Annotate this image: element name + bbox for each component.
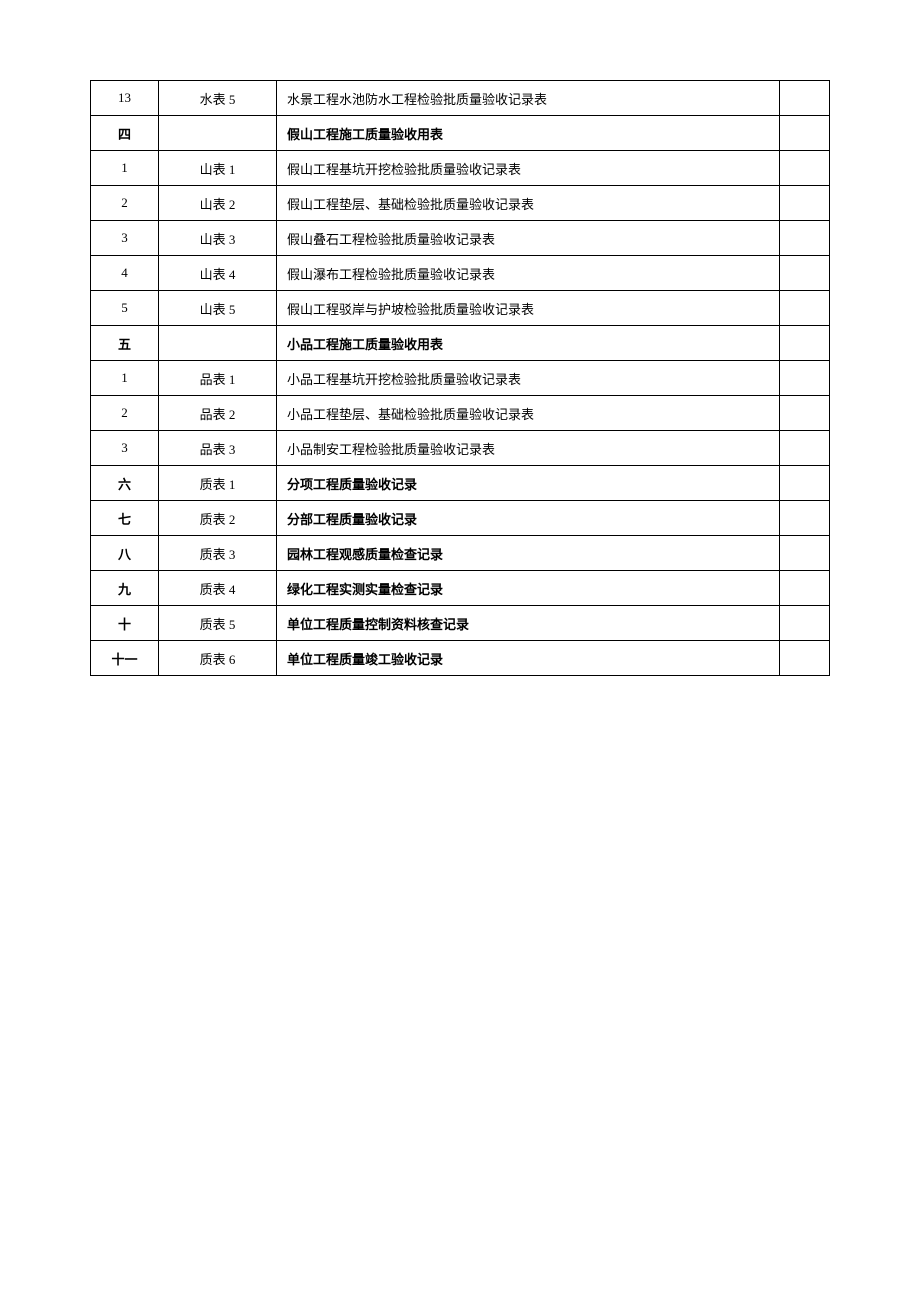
form-title: 园林工程观感质量检查记录 [277, 536, 780, 571]
form-code [159, 326, 277, 361]
form-title: 假山叠石工程检验批质量验收记录表 [277, 221, 780, 256]
form-title: 假山工程施工质量验收用表 [277, 116, 780, 151]
form-title: 绿化工程实测实量检查记录 [277, 571, 780, 606]
empty-cell [780, 501, 830, 536]
form-code: 质表 3 [159, 536, 277, 571]
table-row: 4山表 4假山瀑布工程检验批质量验收记录表 [91, 256, 830, 291]
table-row: 3品表 3小品制安工程检验批质量验收记录表 [91, 431, 830, 466]
table-row: 四 假山工程施工质量验收用表 [91, 116, 830, 151]
row-index: 3 [91, 431, 159, 466]
row-index: 五 [91, 326, 159, 361]
empty-cell [780, 466, 830, 501]
form-title: 小品工程垫层、基础检验批质量验收记录表 [277, 396, 780, 431]
empty-cell [780, 431, 830, 466]
row-index: 十一 [91, 641, 159, 676]
empty-cell [780, 151, 830, 186]
form-code: 质表 2 [159, 501, 277, 536]
table-row: 五 小品工程施工质量验收用表 [91, 326, 830, 361]
form-code: 质表 4 [159, 571, 277, 606]
row-index: 六 [91, 466, 159, 501]
row-index: 2 [91, 186, 159, 221]
table-row: 5山表 5假山工程驳岸与护坡检验批质量验收记录表 [91, 291, 830, 326]
empty-cell [780, 606, 830, 641]
table-row: 3山表 3假山叠石工程检验批质量验收记录表 [91, 221, 830, 256]
form-code: 质表 6 [159, 641, 277, 676]
table-row: 13水表 5水景工程水池防水工程检验批质量验收记录表 [91, 81, 830, 116]
form-title: 小品制安工程检验批质量验收记录表 [277, 431, 780, 466]
empty-cell [780, 256, 830, 291]
row-index: 5 [91, 291, 159, 326]
empty-cell [780, 326, 830, 361]
form-code: 山表 2 [159, 186, 277, 221]
form-code: 品表 1 [159, 361, 277, 396]
form-code: 质表 5 [159, 606, 277, 641]
empty-cell [780, 571, 830, 606]
form-title: 分项工程质量验收记录 [277, 466, 780, 501]
table-body: 13水表 5水景工程水池防水工程检验批质量验收记录表四假山工程施工质量验收用表1… [91, 81, 830, 676]
form-title: 水景工程水池防水工程检验批质量验收记录表 [277, 81, 780, 116]
row-index: 4 [91, 256, 159, 291]
table-row: 六质表 1分项工程质量验收记录 [91, 466, 830, 501]
table-row: 1品表 1小品工程基坑开挖检验批质量验收记录表 [91, 361, 830, 396]
form-title: 小品工程施工质量验收用表 [277, 326, 780, 361]
row-index: 1 [91, 361, 159, 396]
form-title: 单位工程质量竣工验收记录 [277, 641, 780, 676]
form-code: 质表 1 [159, 466, 277, 501]
row-index: 八 [91, 536, 159, 571]
form-title: 假山工程垫层、基础检验批质量验收记录表 [277, 186, 780, 221]
empty-cell [780, 221, 830, 256]
table-row: 1山表 1假山工程基坑开挖检验批质量验收记录表 [91, 151, 830, 186]
row-index: 1 [91, 151, 159, 186]
row-index: 13 [91, 81, 159, 116]
table-row: 十一质表 6单位工程质量竣工验收记录 [91, 641, 830, 676]
row-index: 四 [91, 116, 159, 151]
form-code: 水表 5 [159, 81, 277, 116]
table-row: 2品表 2小品工程垫层、基础检验批质量验收记录表 [91, 396, 830, 431]
empty-cell [780, 81, 830, 116]
table-row: 2山表 2假山工程垫层、基础检验批质量验收记录表 [91, 186, 830, 221]
empty-cell [780, 641, 830, 676]
row-index: 九 [91, 571, 159, 606]
form-code: 品表 3 [159, 431, 277, 466]
form-title: 假山工程基坑开挖检验批质量验收记录表 [277, 151, 780, 186]
row-index: 2 [91, 396, 159, 431]
form-title: 假山瀑布工程检验批质量验收记录表 [277, 256, 780, 291]
empty-cell [780, 291, 830, 326]
empty-cell [780, 116, 830, 151]
form-title: 分部工程质量验收记录 [277, 501, 780, 536]
table-row: 七质表 2分部工程质量验收记录 [91, 501, 830, 536]
form-code: 山表 4 [159, 256, 277, 291]
table-row: 九质表 4绿化工程实测实量检查记录 [91, 571, 830, 606]
form-code: 山表 1 [159, 151, 277, 186]
row-index: 七 [91, 501, 159, 536]
table-row: 八质表 3园林工程观感质量检查记录 [91, 536, 830, 571]
form-code: 山表 5 [159, 291, 277, 326]
empty-cell [780, 361, 830, 396]
row-index: 十 [91, 606, 159, 641]
empty-cell [780, 536, 830, 571]
inspection-forms-table: 13水表 5水景工程水池防水工程检验批质量验收记录表四假山工程施工质量验收用表1… [90, 80, 830, 676]
form-code: 山表 3 [159, 221, 277, 256]
table-row: 十质表 5单位工程质量控制资料核查记录 [91, 606, 830, 641]
row-index: 3 [91, 221, 159, 256]
form-title: 小品工程基坑开挖检验批质量验收记录表 [277, 361, 780, 396]
form-title: 单位工程质量控制资料核查记录 [277, 606, 780, 641]
form-code: 品表 2 [159, 396, 277, 431]
form-code [159, 116, 277, 151]
form-title: 假山工程驳岸与护坡检验批质量验收记录表 [277, 291, 780, 326]
empty-cell [780, 396, 830, 431]
empty-cell [780, 186, 830, 221]
